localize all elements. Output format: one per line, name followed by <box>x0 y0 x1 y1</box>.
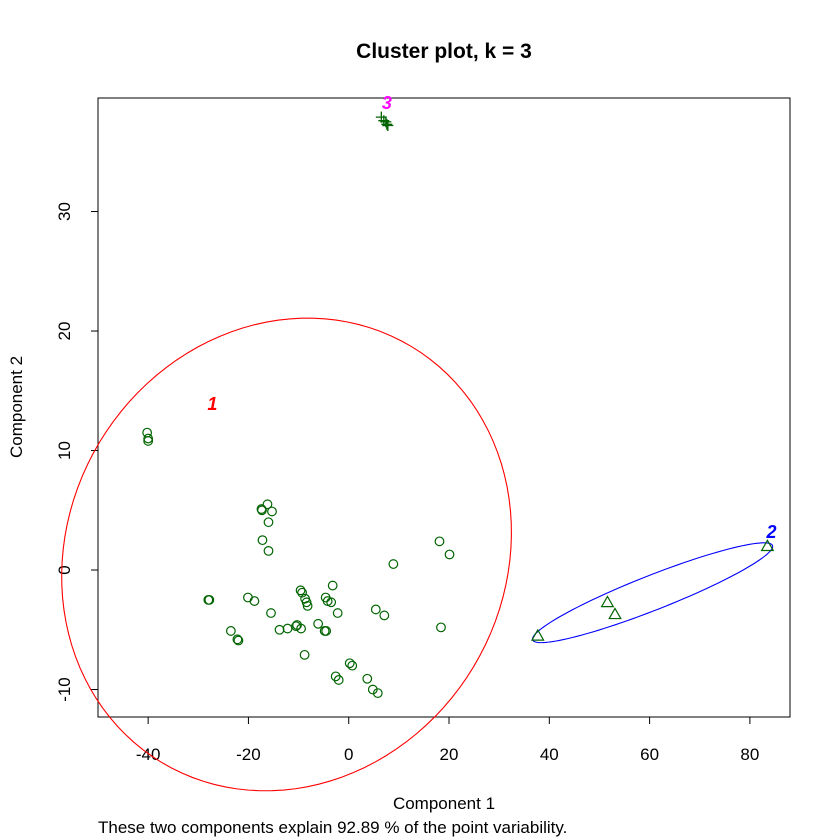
cluster-1-point <box>257 505 267 516</box>
cluster-1-point <box>262 499 273 510</box>
cluster-1-point <box>299 649 310 660</box>
cluster-1-point <box>266 608 276 618</box>
cluster-1-point <box>267 506 277 517</box>
cluster-2-label: 2 <box>765 522 776 542</box>
cluster-1-point <box>233 635 244 646</box>
cluster-1-point <box>372 688 383 699</box>
y-axis: -10 0 10 20 30 <box>55 202 99 702</box>
cluster-2-point <box>600 595 615 608</box>
cluster-1-point <box>301 597 312 608</box>
cluster-3-point <box>381 118 393 130</box>
cluster-labels: 1 2 3 <box>207 93 776 542</box>
x-tick-label: -20 <box>236 745 261 764</box>
cluster-1-point <box>434 536 445 547</box>
cluster-1-point <box>143 436 154 446</box>
cluster-1-point <box>143 433 154 444</box>
cluster-1-point <box>257 535 268 546</box>
x-tick-label: 80 <box>740 745 759 764</box>
variability-note: These two components explain 92.89 % of … <box>98 818 567 837</box>
y-tick-label: 10 <box>55 441 74 460</box>
cluster-1-point <box>291 621 301 632</box>
cluster-2-point <box>760 539 775 552</box>
cluster-1-point <box>263 545 274 556</box>
cluster-1-point <box>333 675 344 685</box>
y-tick-label: 20 <box>55 322 74 341</box>
cluster-3-label: 3 <box>382 93 392 113</box>
cluster-2-point <box>608 607 622 620</box>
chart-title: Cluster plot, k = 3 <box>356 40 532 63</box>
cluster-1-ellipse <box>61 317 512 792</box>
y-axis-label: Component 2 <box>7 356 26 458</box>
cluster-1-point <box>327 580 338 591</box>
cluster-points <box>142 111 775 699</box>
cluster-1-point <box>347 660 358 671</box>
cluster-1-point <box>297 587 307 598</box>
y-tick-label: -10 <box>55 677 74 702</box>
cluster-1-point <box>436 622 446 633</box>
cluster-1-point <box>326 597 337 608</box>
x-tick-label: 0 <box>344 745 353 764</box>
y-tick-label: 30 <box>55 202 74 221</box>
cluster-2-point <box>530 628 545 641</box>
cluster-1-point <box>296 623 306 634</box>
cluster-3-point <box>382 119 394 131</box>
cluster-1-point <box>367 684 378 695</box>
x-tick-label: 40 <box>540 745 559 764</box>
cluster-1-point <box>388 559 399 569</box>
cluster-1-point <box>362 673 373 684</box>
cluster-1-point <box>249 596 260 606</box>
cluster-1-label: 1 <box>207 394 217 414</box>
cluster-1-point <box>295 585 306 596</box>
cluster-1-point <box>379 610 390 621</box>
cluster-1-point <box>444 549 455 560</box>
x-tick-label: 60 <box>640 745 659 764</box>
cluster-1-point <box>225 626 236 636</box>
cluster-1-point <box>321 626 332 636</box>
cluster-1-point <box>332 608 343 618</box>
cluster-1-point <box>370 604 381 615</box>
cluster-1-point <box>263 517 274 528</box>
x-tick-label: 20 <box>440 745 459 764</box>
x-tick-label: -40 <box>136 745 161 764</box>
x-axis-label: Component 1 <box>393 794 495 813</box>
cluster-1-point <box>313 618 324 629</box>
x-axis: -40 -20 0 20 40 60 80 <box>136 716 759 764</box>
cluster-1-point <box>344 658 355 669</box>
y-tick-label: 0 <box>55 565 74 574</box>
cluster-1-point <box>204 594 215 605</box>
cluster-1-point <box>232 634 243 645</box>
